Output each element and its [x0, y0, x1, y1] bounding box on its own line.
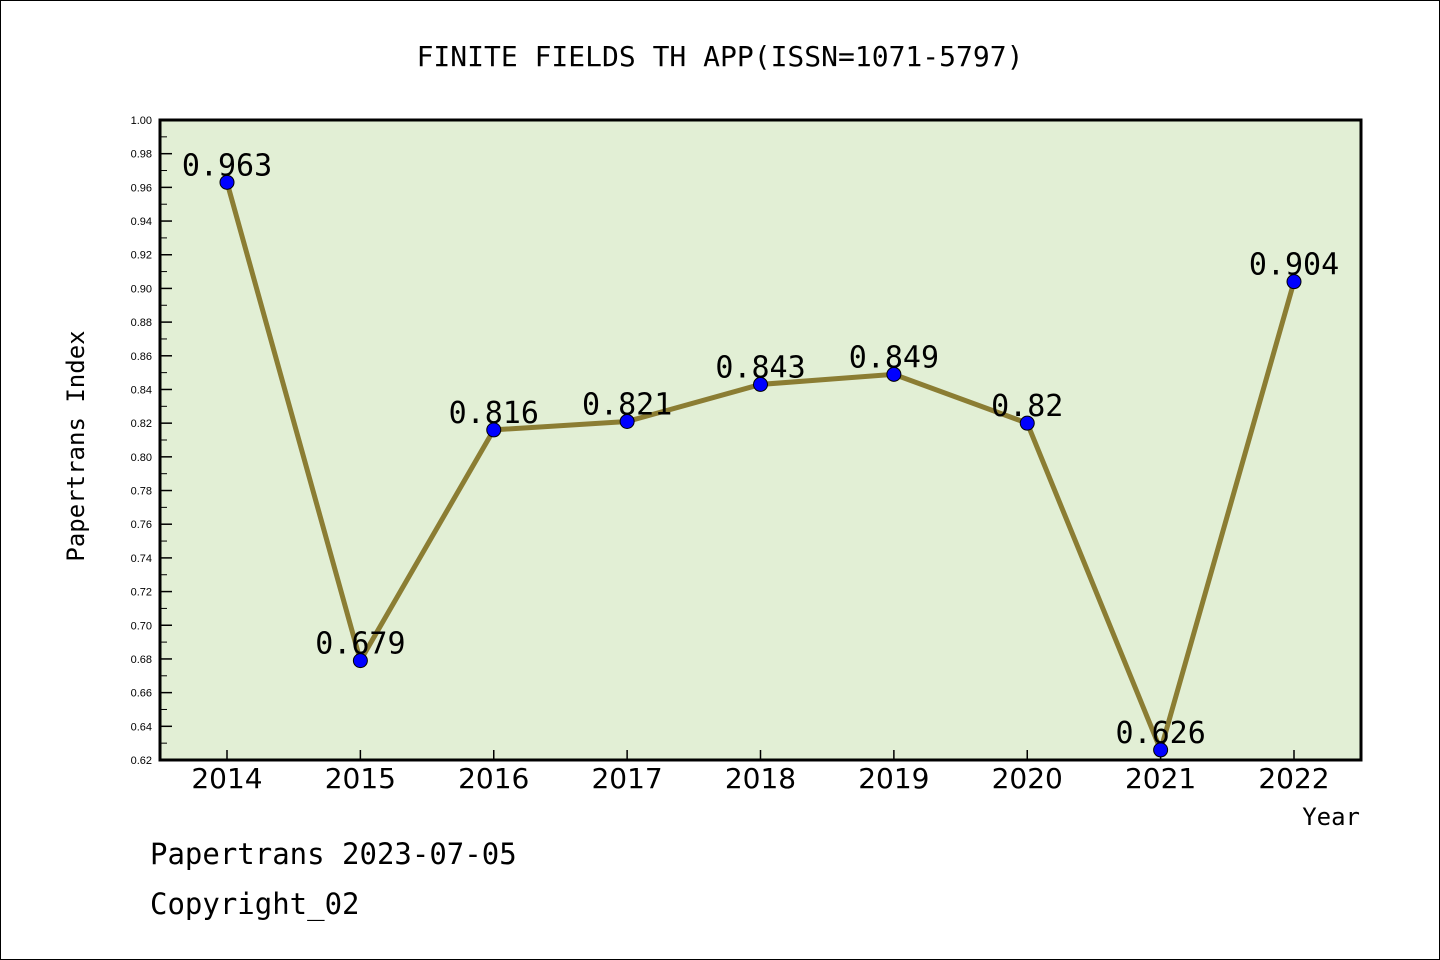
y-tick-label: 0.68	[131, 654, 152, 666]
y-tick-label: 0.74	[131, 553, 152, 565]
y-tick-label: 0.88	[131, 317, 152, 329]
y-tick-label: 0.70	[131, 620, 152, 632]
data-point	[886, 366, 902, 382]
data-point	[352, 653, 368, 669]
data-point	[1019, 415, 1035, 431]
y-tick-label: 0.86	[131, 351, 152, 363]
y-tick-label: 0.72	[131, 587, 152, 599]
y-tick-label: 0.94	[131, 216, 152, 228]
data-label: 0.679	[315, 627, 405, 662]
y-tick-label: 0.62	[131, 755, 152, 767]
x-tick-label: 2022	[1258, 762, 1329, 795]
x-axis: 2014 2015 2016 2017 2018 2019 2020 2021 2022	[191, 750, 1330, 795]
data-label: 0.849	[849, 340, 939, 375]
x-tick-label: 2015	[325, 762, 396, 795]
x-tick-label: 2016	[458, 762, 529, 795]
x-axis-label: Year	[1302, 803, 1360, 831]
data-label: 0.82	[991, 389, 1063, 424]
y-axis-label: Papertrans Index	[62, 330, 90, 561]
data-labels: 0.963 0.679 0.816 0.821 0.843 0.849 0.82 0.626 0…	[182, 148, 1339, 751]
data-markers	[219, 174, 1302, 758]
data-point	[486, 422, 502, 438]
y-tick-label: 0.80	[131, 452, 152, 464]
x-tick-label: 2018	[725, 762, 796, 795]
data-label: 0.821	[582, 387, 672, 422]
data-point	[1286, 274, 1302, 290]
data-point	[619, 413, 635, 429]
data-label: 0.626	[1115, 716, 1205, 751]
data-label: 0.816	[449, 396, 539, 431]
y-tick-label: 0.82	[131, 418, 152, 430]
y-tick-label: 0.92	[131, 250, 152, 262]
data-point	[1153, 742, 1169, 758]
x-tick-label: 2014	[191, 762, 262, 795]
y-tick-label: 0.84	[131, 384, 152, 396]
data-point	[219, 174, 235, 190]
x-tick-label: 2017	[591, 762, 662, 795]
y-tick-label: 0.90	[131, 283, 152, 295]
data-label: 0.904	[1249, 248, 1339, 283]
chart-title: FINITE FIELDS TH APP(ISSN=1071-5797)	[417, 40, 1024, 73]
plot-area	[158, 118, 1363, 762]
y-tick-label: 0.64	[131, 721, 152, 733]
y-tick-label: 0.96	[131, 182, 152, 194]
y-axis: 0.62 0.64 0.66 0.68 0.70 0.72 0.74 0.76 0.78 0.80…	[131, 115, 172, 767]
footer-copyright: Copyright_02	[150, 887, 360, 922]
data-point	[753, 376, 768, 392]
y-tick-label: 0.76	[131, 519, 152, 531]
y-tick-label: 1.00	[131, 115, 152, 127]
x-tick-label: 2019	[858, 762, 929, 795]
y-tick-label: 0.78	[131, 486, 152, 498]
data-label: 0.963	[182, 148, 272, 183]
x-tick-label: 2020	[992, 762, 1063, 795]
footer-date: Papertrans 2023-07-05	[150, 837, 517, 871]
data-label: 0.843	[715, 350, 805, 385]
y-tick-label: 0.66	[131, 688, 152, 700]
x-tick-label: 2021	[1125, 762, 1196, 795]
y-tick-label: 0.98	[131, 149, 152, 161]
